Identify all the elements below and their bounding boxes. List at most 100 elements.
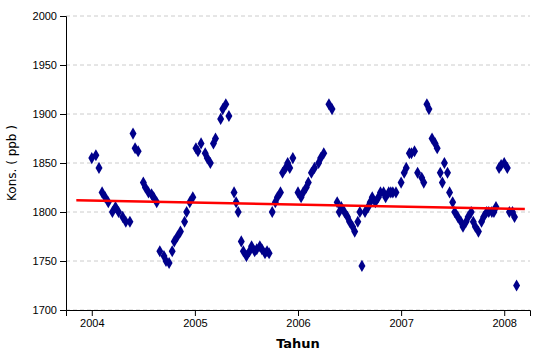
point — [92, 149, 99, 161]
point — [441, 157, 448, 169]
tick: 2005 — [183, 310, 207, 329]
point — [135, 145, 142, 157]
tick: 1700 — [33, 304, 66, 316]
point — [235, 206, 242, 218]
point — [169, 245, 176, 257]
tick-label: 2000 — [33, 10, 57, 22]
tick-label: 2007 — [389, 317, 413, 329]
plot-area: 2004 2005 2006 2007 2008 1700 1750 1800 1850 1900… — [33, 10, 531, 329]
point — [511, 211, 518, 223]
tick-mark — [60, 16, 66, 17]
tick-mark — [60, 261, 66, 262]
point — [177, 226, 184, 238]
point — [329, 103, 336, 115]
point — [437, 167, 444, 179]
point — [398, 177, 405, 189]
grid — [66, 16, 530, 310]
tick-label: 1700 — [33, 304, 57, 316]
grid-line — [66, 114, 530, 115]
point — [277, 186, 284, 198]
point — [320, 147, 327, 159]
x-axis: 2004 2005 2006 2007 2008 — [67, 310, 531, 329]
x-axis-title: Tahun — [276, 336, 320, 351]
point — [96, 162, 103, 174]
point — [289, 152, 296, 164]
grid-line — [66, 212, 530, 213]
tick-label: 2005 — [183, 317, 207, 329]
point — [351, 226, 358, 238]
point — [130, 128, 137, 140]
tick-label: 1850 — [33, 157, 57, 169]
point — [105, 196, 112, 208]
point — [403, 162, 410, 174]
point — [126, 216, 133, 228]
tick-label: 2006 — [286, 317, 310, 329]
point — [183, 206, 190, 218]
point — [420, 177, 427, 189]
point — [446, 186, 453, 198]
trend-line — [76, 200, 525, 209]
point — [207, 157, 214, 169]
grid-line — [66, 261, 530, 262]
point — [222, 98, 229, 110]
tick: 1900 — [33, 108, 66, 120]
point — [231, 186, 238, 198]
point — [217, 113, 224, 125]
point — [475, 226, 482, 238]
tick: 2006 — [286, 310, 310, 329]
scatter-series — [88, 98, 520, 291]
chart: 2004 2005 2006 2007 2008 1700 1750 1800 1850 1900… — [0, 0, 550, 360]
point — [392, 186, 399, 198]
tick-mark — [60, 163, 66, 164]
tick: 2000 — [33, 10, 66, 22]
y-axis-title: Kons. ( ppb ) — [5, 125, 19, 201]
point — [238, 235, 245, 247]
point — [305, 177, 312, 189]
tick-mark — [298, 310, 299, 316]
point — [492, 201, 499, 213]
point — [513, 279, 520, 291]
tick-mark — [195, 310, 196, 316]
tick-mark — [60, 212, 66, 213]
tick-label: 1800 — [33, 206, 57, 218]
tick: 1750 — [33, 255, 66, 267]
point — [439, 177, 446, 189]
tick-label: 1900 — [33, 108, 57, 120]
tick: 1800 — [33, 206, 66, 218]
grid-line — [66, 16, 530, 17]
tick-mark — [92, 310, 93, 316]
point — [504, 162, 511, 174]
tick: 1850 — [33, 157, 66, 169]
point — [286, 162, 293, 174]
marks — [76, 98, 525, 291]
point — [269, 206, 276, 218]
tick-label: 2008 — [492, 317, 516, 329]
point — [425, 103, 432, 115]
tick: 1950 — [33, 59, 66, 71]
tick-mark — [60, 310, 66, 311]
tick-label: 2004 — [80, 317, 104, 329]
tick-mark — [60, 65, 66, 66]
tick: 2004 — [80, 310, 104, 329]
tick: 2008 — [492, 310, 516, 329]
point — [411, 145, 418, 157]
tick-mark — [504, 310, 505, 316]
tick-label: 1950 — [33, 59, 57, 71]
point — [434, 142, 441, 154]
point — [444, 167, 451, 179]
point — [212, 132, 219, 144]
axis-line — [60, 17, 67, 311]
point — [166, 257, 173, 269]
point — [198, 137, 205, 149]
point — [354, 216, 361, 228]
point — [358, 260, 365, 272]
tick-mark — [401, 310, 402, 316]
point — [225, 110, 232, 122]
grid-line — [66, 65, 530, 66]
y-axis: 1700 1750 1800 1850 1900 1950 2000 — [33, 10, 67, 316]
tick: 2007 — [389, 310, 413, 329]
point — [181, 216, 188, 228]
grid-line — [66, 163, 530, 164]
tick-mark — [60, 114, 66, 115]
axis-line — [67, 311, 531, 317]
